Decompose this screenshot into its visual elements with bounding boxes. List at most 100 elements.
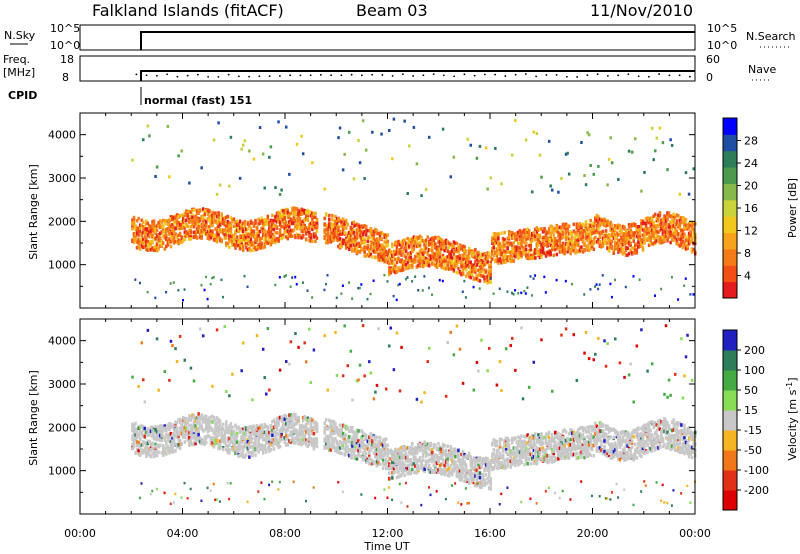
heat-cell (524, 292, 527, 295)
heat-cell (272, 235, 276, 239)
heat-cell (181, 214, 185, 218)
heat-cell (165, 233, 168, 237)
heat-cell (257, 438, 260, 442)
heat-cell (263, 430, 266, 434)
heat-cell (355, 242, 359, 247)
heat-cell (168, 227, 171, 232)
heat-cell (383, 255, 386, 259)
heat-cell (612, 236, 615, 240)
heat-cell (451, 262, 454, 267)
heat-cell (212, 215, 216, 220)
heat-cell (424, 256, 428, 261)
heat-cell (165, 440, 168, 445)
heat-cell (569, 233, 572, 237)
heat-cell (538, 233, 542, 238)
heat-cell (172, 230, 176, 235)
heat-cell (575, 238, 579, 243)
heat-cell (344, 226, 348, 230)
heat-cell (364, 230, 368, 234)
heat-cell (309, 239, 313, 243)
heat-cell (194, 222, 197, 227)
heat-cell (180, 213, 183, 217)
heat-cell (226, 219, 230, 224)
heat-cell (225, 233, 228, 237)
heat-cell (323, 230, 326, 234)
heat-cell (314, 221, 317, 225)
heat-cell (243, 441, 246, 445)
heat-cell (381, 250, 385, 255)
heat-cell (518, 237, 522, 241)
heat-cell (670, 275, 673, 279)
heat-cell (160, 436, 163, 440)
heat-cell (686, 246, 689, 251)
heat-cell (206, 426, 210, 431)
heat-cell (463, 262, 466, 267)
heat-cell (269, 218, 273, 223)
heat-cell (427, 258, 431, 262)
beam-title: Beam 03 (356, 1, 428, 20)
heat-cell (624, 246, 628, 251)
heat-cell (237, 446, 240, 451)
heat-cell (208, 420, 211, 425)
heat-cell (409, 259, 413, 263)
heat-cell (140, 482, 143, 485)
heat-cell (478, 279, 482, 283)
heat-cell (341, 231, 345, 236)
heat-cell (641, 240, 645, 244)
heat-cell (673, 228, 677, 232)
heat-cell (171, 217, 174, 221)
heat-cell (687, 192, 691, 196)
heat-cell (614, 240, 617, 244)
heat-cell (372, 229, 376, 234)
heat-cell (152, 248, 156, 252)
heat-cell (354, 223, 357, 228)
nave-dot (586, 74, 589, 77)
heat-cell (680, 243, 683, 247)
heat-cell (435, 258, 439, 262)
heat-cell (168, 218, 171, 223)
heat-cell (254, 428, 257, 432)
heat-cell (432, 238, 436, 242)
heat-cell (609, 226, 612, 230)
heat-cell (521, 248, 525, 253)
heat-cell (340, 220, 343, 224)
heat-cell (203, 212, 207, 216)
heat-cell (404, 266, 408, 271)
heat-cell (469, 271, 472, 276)
heat-cell (228, 236, 231, 241)
heat-cell (629, 222, 632, 227)
heat-cell (503, 249, 506, 253)
heat-cell (360, 224, 363, 228)
heat-cell (606, 241, 609, 245)
freq-label-top: Freq. (3, 53, 30, 66)
nave-dot (166, 73, 169, 76)
heat-cell (640, 243, 643, 248)
heat-cell (404, 255, 408, 260)
heat-cell (421, 239, 425, 243)
heat-cell (323, 288, 326, 292)
heat-cell (206, 233, 210, 237)
heat-cell (584, 232, 588, 236)
heat-cell (680, 237, 683, 241)
heat-cell (166, 436, 170, 440)
heat-cell (154, 231, 157, 235)
heat-cell (166, 229, 170, 233)
heat-cell (444, 246, 448, 250)
heat-cell (186, 231, 190, 235)
heat-cell (165, 446, 168, 450)
heat-cell (201, 220, 205, 224)
nave-dot (647, 75, 650, 78)
heat-cell (235, 426, 239, 431)
heat-cell (372, 232, 376, 237)
heat-cell (675, 241, 679, 246)
heat-cell (446, 240, 449, 244)
heat-cell (155, 430, 159, 434)
heat-cell (183, 358, 187, 362)
heat-cell (197, 430, 200, 434)
heat-cell (492, 245, 496, 250)
heat-cell (158, 424, 162, 428)
heat-cell (626, 229, 629, 234)
heat-cell (584, 223, 588, 228)
heat-cell (235, 242, 239, 247)
heat-cell (206, 434, 210, 438)
